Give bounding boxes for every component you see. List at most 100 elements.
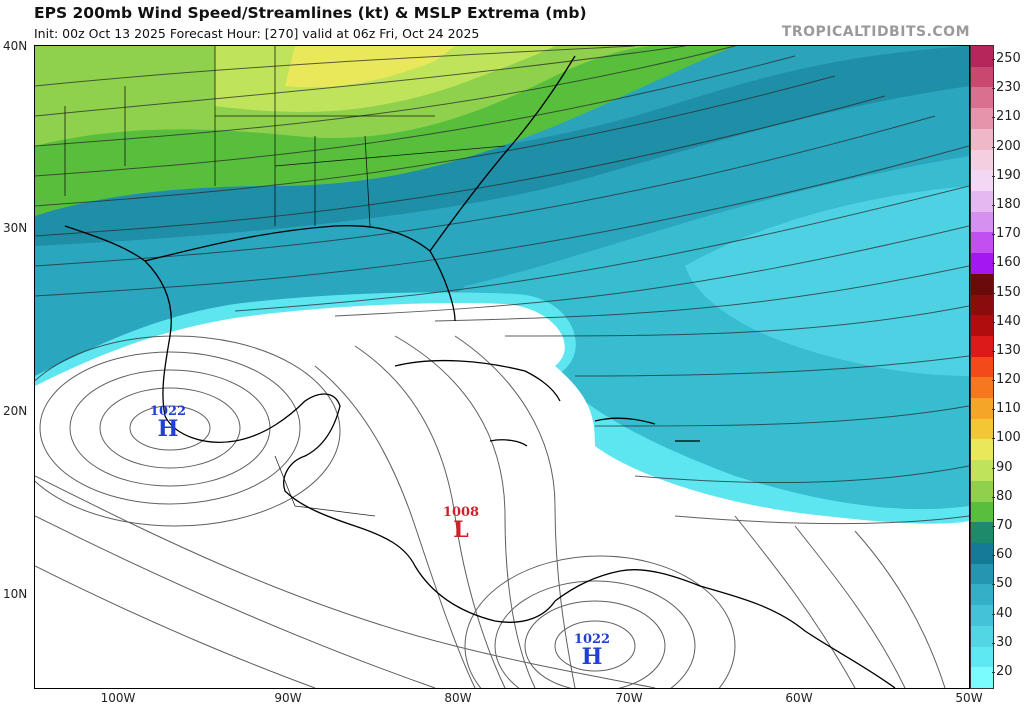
colorbar-label: 230 [996,80,1021,96]
coastlines [64,55,896,688]
colorbar-label: 120 [996,372,1021,388]
colorbar-segment [971,605,993,627]
colorbar-segment [971,211,993,233]
colorbar-segment [971,667,993,688]
colorbar-tick [992,642,995,644]
colorbar-tick [992,59,995,60]
colorbar-label: 40 [996,605,1013,621]
lon-label-50w: 50W [955,691,983,705]
colorbar-label: 160 [996,255,1021,271]
colorbar-segment [971,170,993,192]
wind-band-light [685,186,969,376]
colorbar-label: 180 [996,196,1021,212]
colorbar-tick [992,380,995,382]
colorbar-segment [971,377,993,399]
colorbar-label: 250 [996,51,1021,66]
colorbar-label: 90 [996,459,1013,475]
colorbar-segment [971,87,993,109]
wind-speed-map [35,46,969,688]
colorbar-label: 190 [996,167,1021,183]
colorbar-tick [992,292,995,294]
colorbar-segment [971,253,993,275]
pressure-value: 1022 [573,632,611,647]
lat-label-40n: 40N [3,39,28,53]
high-pressure-center-gulf: 1022 H [146,404,190,442]
lat-label-20n: 20N [3,404,28,418]
colorbar-segment [971,190,993,213]
colorbar-tick [992,496,995,498]
map-panel [34,45,970,689]
wind-speed-colorbar [970,45,994,689]
colorbar-segment [971,480,993,503]
colorbar-tick [992,467,995,469]
colorbar-label: 70 [996,518,1013,534]
colorbar-label: 200 [996,138,1021,154]
colorbar-segment [971,398,993,420]
colorbar-tick [992,204,995,206]
colorbar-tick [992,409,995,411]
low-pressure-center-caribbean: 1008 L [439,505,483,543]
jet-core [285,46,455,88]
lon-label-90w: 90W [274,691,302,705]
colorbar-segment [971,149,993,171]
colorbar-segment [971,522,993,544]
colorbar-label: 110 [996,401,1021,417]
low-pressure-symbol: L [453,517,469,543]
lon-label-80w: 80W [444,691,472,705]
colorbar-label: 60 [996,547,1013,563]
colorbar-segment [971,315,993,337]
colorbar-segment [971,460,993,482]
colorbar-segment [971,335,993,358]
colorbar-segment [971,625,993,648]
calm-wind-region [35,302,969,688]
colorbar-label: 210 [996,109,1021,125]
colorbar-segment [971,418,993,441]
colorbar-tick [992,234,995,236]
colorbar-label: 50 [996,576,1013,592]
colorbar-segment [971,584,993,606]
high-pressure-symbol: H [581,644,603,670]
colorbar-segment [971,66,993,88]
lon-label-100w: 100W [100,691,136,705]
colorbar-label: 20 [996,664,1013,679]
pressure-value: 1008 [442,505,480,520]
colorbar-label: 150 [996,284,1021,300]
colorbar-tick [992,555,995,557]
colorbar-tick [992,584,995,586]
colorbar-segment [971,46,993,68]
lon-label-60w: 60W [785,691,813,705]
colorbar-segment [971,294,993,316]
colorbar-label: 80 [996,488,1013,504]
colorbar-tick [992,117,995,119]
colorbar-tick [992,263,995,265]
colorbar-label: 30 [996,634,1013,650]
high-pressure-center-south-america: 1022 H [570,632,614,670]
colorbar-segment [971,439,993,461]
chart-title: EPS 200mb Wind Speed/Streamlines (kt) & … [34,4,587,22]
colorbar-label: 140 [996,313,1021,329]
chart-subtitle: Init: 00z Oct 13 2025 Forecast Hour: [27… [34,26,480,41]
colorbar-label: 130 [996,342,1021,358]
colorbar-segment [971,356,993,378]
colorbar-tick [992,146,995,148]
colorbar-tick [992,350,995,352]
high-pressure-symbol: H [157,416,179,442]
colorbar-segment [971,108,993,130]
colorbar-segment [971,128,993,151]
colorbar-tick [992,438,995,440]
borders [64,46,506,517]
lat-label-10n: 10N [3,587,28,601]
colorbar-tick [992,88,995,90]
colorbar-segment [971,232,993,254]
colorbar-tick [992,526,995,528]
lat-label-30n: 30N [3,221,28,235]
colorbar-tick [992,613,995,615]
colorbar-segment [971,646,993,668]
streamlines [35,46,969,688]
colorbar-label: 170 [996,226,1021,242]
colorbar-segment [971,273,993,296]
pressure-value: 1022 [149,404,187,419]
colorbar-segment [971,563,993,586]
lon-label-70w: 70W [615,691,643,705]
colorbar-tick [992,175,995,177]
